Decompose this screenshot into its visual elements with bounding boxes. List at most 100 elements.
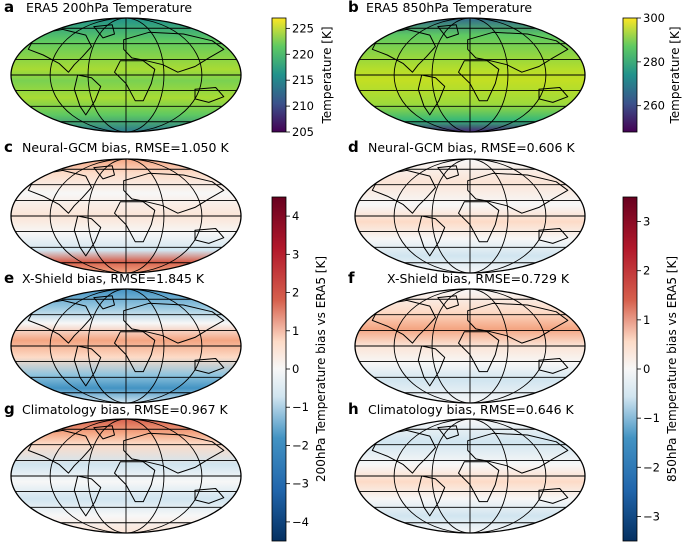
coastline	[417, 345, 446, 387]
meridian-line	[431, 18, 509, 132]
coastline	[417, 74, 446, 116]
meridian-line	[431, 289, 509, 403]
map-outline	[354, 17, 586, 133]
coastline	[538, 87, 569, 103]
colorbar-tick-label: 225	[292, 21, 314, 35]
panel-title: Neural-GCM bias, RMSE=0.606 K	[368, 140, 575, 155]
colorbar-fill	[622, 17, 638, 133]
map-outline	[354, 288, 586, 404]
meridian-line	[49, 159, 203, 273]
panel-title: Neural-GCM bias, RMSE=1.050 K	[22, 140, 229, 155]
colorbar-tick-label: 3	[643, 215, 650, 229]
map-outline	[10, 158, 242, 274]
coastline	[123, 31, 225, 73]
colorbar-tick-label: −3	[292, 477, 309, 491]
coastline	[123, 432, 225, 474]
colorbar-tick-label: 0	[292, 362, 299, 376]
meridian-line	[87, 419, 165, 533]
map-outline	[10, 288, 242, 404]
colorbar-label: 200hPa Temperature bias vs ERA5 [K]	[314, 256, 328, 482]
map-outline	[354, 158, 586, 274]
colorbar-tick-label: 1	[292, 324, 299, 338]
colorbar-tick-label: −1	[643, 411, 660, 425]
colorbar-tick-label: 4	[292, 209, 299, 223]
map-panel-a: a ERA5 200hPa Temperature	[4, 0, 242, 133]
colorbar-tick-label: 2	[643, 264, 650, 278]
panel-letter: g	[4, 400, 15, 418]
coastline	[27, 429, 92, 474]
coastline	[123, 302, 225, 344]
panel-title: ERA5 850hPa Temperature	[366, 0, 532, 15]
colorbar-bias200: 4 3 2 1 0 −1 −2 −3 −4 200hPa Temperature bias vs …	[271, 196, 328, 542]
coastline	[467, 432, 569, 474]
coastline	[123, 172, 225, 214]
coastline	[194, 87, 225, 103]
colorbar-label: 850hPa Temperature bias vs ERA5 [K]	[665, 256, 679, 482]
colorbar-temp850: 300 280 260 Temperature [K]	[622, 11, 682, 133]
colorbar-bias850: 3 2 1 0 −1 −2 −3 850hPa Temperature bias vs ERA…	[622, 196, 679, 542]
panel-letter: b	[348, 0, 359, 16]
colorbar-label: Temperature [K]	[668, 26, 682, 124]
colorbar-tick-label: −3	[643, 509, 660, 523]
map-outline	[10, 17, 242, 133]
coastline	[371, 299, 436, 344]
coastline	[27, 28, 92, 73]
coastline	[73, 475, 102, 517]
map-panel-h: h Climatology bias, RMSE=0.646 K	[348, 400, 586, 534]
meridian-line	[431, 419, 509, 533]
meridian-line	[393, 159, 547, 273]
colorbar-tick-label: 3	[292, 247, 299, 261]
map-panel-b: b ERA5 850hPa Temperature	[348, 0, 586, 133]
panel-letter: e	[4, 269, 14, 287]
meridian-line	[393, 419, 547, 533]
coastline	[194, 358, 225, 374]
panel-letter: h	[348, 400, 359, 418]
map-panel-d: d Neural-GCM bias, RMSE=0.606 K	[348, 138, 586, 274]
coastline	[27, 299, 92, 344]
coastline	[538, 358, 569, 374]
colorbar-tick-label: −2	[643, 460, 660, 474]
meridian-line	[87, 18, 165, 132]
coastline	[417, 475, 446, 517]
colorbar-tick-label: −2	[292, 438, 309, 452]
colorbar-fill	[622, 196, 638, 542]
coastline	[194, 228, 225, 244]
coastline	[458, 461, 500, 503]
map-outline	[354, 418, 586, 534]
coastline	[73, 215, 102, 257]
coastline	[194, 488, 225, 504]
coastline	[73, 345, 102, 387]
colorbar-tick-label: −4	[292, 515, 309, 529]
panel-title: ERA5 200hPa Temperature	[26, 0, 192, 15]
meridian-line	[87, 159, 165, 273]
coastline	[467, 302, 569, 344]
meridian-line	[87, 289, 165, 403]
coastline	[114, 60, 156, 102]
colorbar-fill	[271, 196, 287, 542]
coastline	[458, 60, 500, 102]
colorbar-tick-label: 220	[292, 47, 314, 61]
map-panel-e: e X-Shield bias, RMSE=1.845 K	[4, 269, 242, 404]
coastline	[114, 201, 156, 243]
colorbar-tick-label: 0	[643, 362, 650, 376]
colorbar-tick-label: 205	[292, 125, 314, 139]
panel-title: X-Shield bias, RMSE=1.845 K	[22, 271, 205, 286]
panel-letter: f	[348, 269, 355, 287]
coastline	[467, 31, 569, 73]
colorbar-tick-label: 260	[643, 99, 665, 113]
colorbar-tick-label: 300	[643, 11, 665, 25]
panel-title: Climatology bias, RMSE=0.646 K	[368, 402, 575, 417]
meridian-line	[393, 289, 547, 403]
coastline	[538, 228, 569, 244]
colorbar-label: Temperature [K]	[320, 26, 334, 124]
panel-letter: d	[348, 138, 359, 156]
panel-title: Climatology bias, RMSE=0.967 K	[22, 402, 229, 417]
coastline	[114, 461, 156, 503]
coastline	[27, 169, 92, 214]
coastline	[73, 74, 102, 116]
meridian-line	[49, 289, 203, 403]
coastline	[467, 172, 569, 214]
colorbar-tick-label: 2	[292, 286, 299, 300]
